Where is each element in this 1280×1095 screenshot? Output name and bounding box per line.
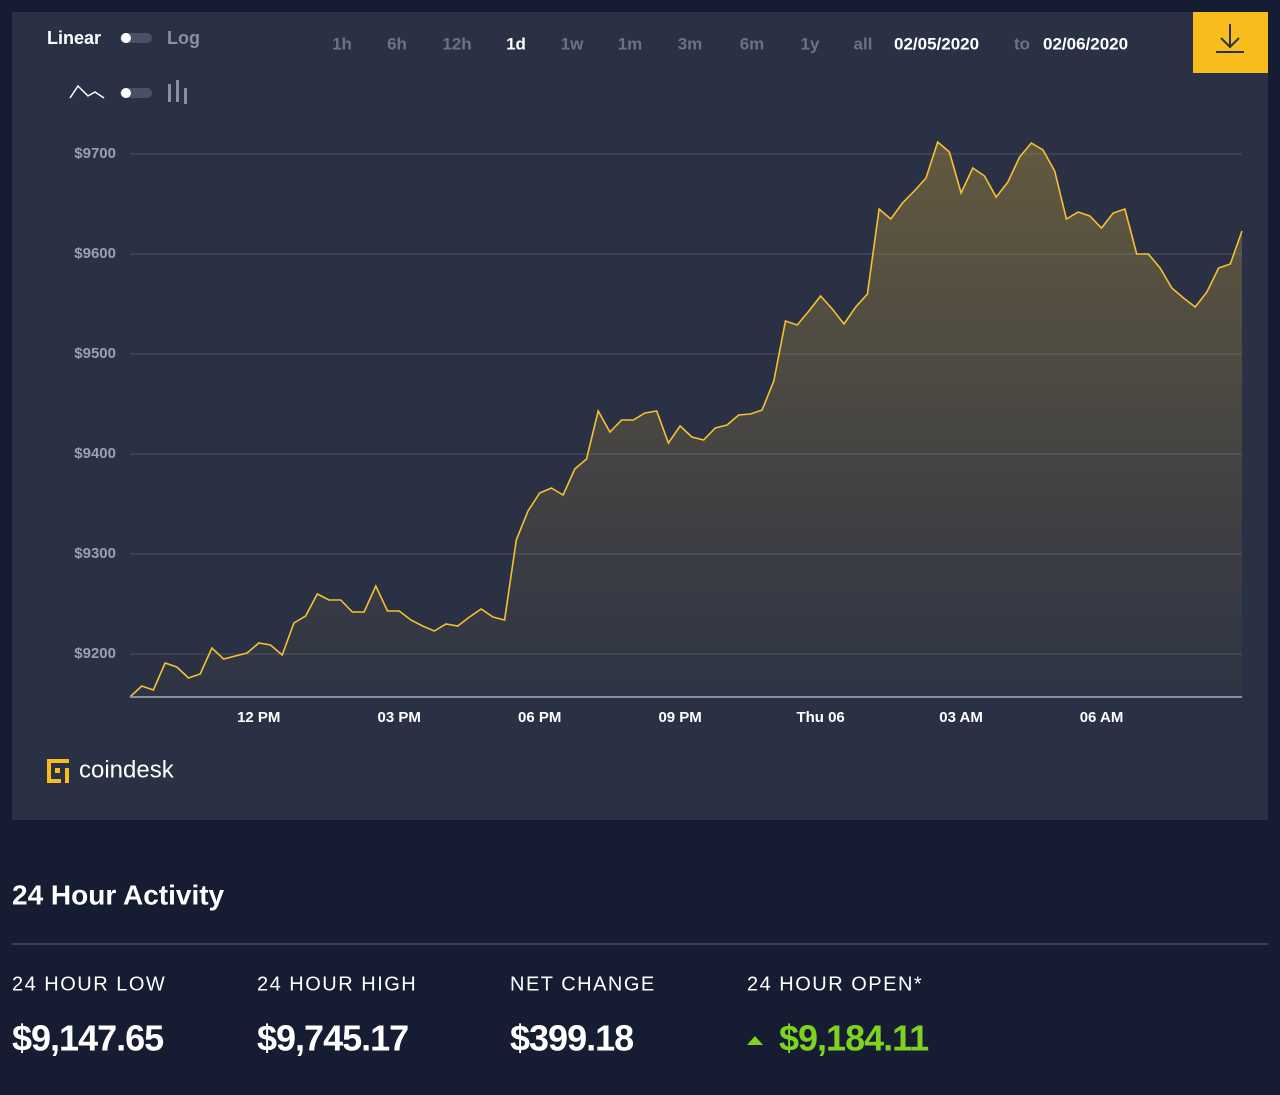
range-button[interactable]: 6m	[740, 34, 765, 53]
brand-logo	[47, 759, 69, 783]
line-icon[interactable]	[69, 84, 105, 99]
download-icon	[1216, 24, 1244, 53]
section-title: 24 Hour Activity	[12, 879, 225, 910]
price-line	[129, 140, 1243, 698]
stat-label: 24 HOUR LOW	[12, 973, 166, 995]
y-tick-label: $9200	[74, 645, 116, 662]
stat-value: $9,147.65	[12, 1018, 164, 1059]
stat-value: $9,745.17	[257, 1018, 408, 1059]
y-tick-label: $9500	[74, 345, 116, 362]
x-tick-label: 06 PM	[518, 709, 561, 726]
range-button[interactable]: 1y	[801, 34, 820, 53]
y-tick-label: $9400	[74, 445, 116, 462]
area	[130, 142, 1242, 697]
stat-value: $9,184.11	[779, 1018, 929, 1059]
range-button[interactable]: 1h	[332, 34, 352, 53]
x-tick-label: 12 PM	[237, 709, 280, 726]
x-tick-label: Thu 06	[796, 709, 844, 726]
range-button[interactable]: 12h	[442, 34, 471, 53]
date-separator: to	[1014, 34, 1030, 53]
x-tick-label: 03 AM	[939, 709, 983, 726]
stat-label: NET CHANGE	[510, 973, 656, 995]
y-tick-label: $9600	[74, 245, 116, 262]
range-button[interactable]: all	[854, 34, 873, 53]
y-tick-label: $9700	[74, 145, 116, 162]
bar-icon[interactable]	[168, 80, 187, 104]
brand: coindesk	[79, 756, 175, 783]
date-to[interactable]: 02/06/2020	[1043, 34, 1128, 53]
range-button[interactable]: 1d	[506, 34, 526, 53]
x-tick-label: 06 AM	[1080, 709, 1124, 726]
toggle-knob	[121, 33, 131, 43]
range-button[interactable]: 1w	[561, 34, 584, 53]
scale-option[interactable]: Log	[167, 28, 200, 48]
date-from[interactable]: 02/05/2020	[894, 34, 979, 53]
range-button[interactable]: 6h	[387, 34, 407, 53]
range-button[interactable]: 3m	[678, 34, 703, 53]
y-tick-label: $9300	[74, 545, 116, 562]
up-arrow	[747, 1036, 763, 1045]
range-button[interactable]: 1m	[618, 34, 643, 53]
stat-label: 24 HOUR HIGH	[257, 973, 417, 995]
stat-value: $399.18	[510, 1018, 633, 1059]
x-tick-label: 09 PM	[658, 709, 701, 726]
stat-label: 24 HOUR OPEN*	[747, 973, 923, 995]
toggle-knob	[121, 88, 131, 98]
x-tick-label: 03 PM	[378, 709, 421, 726]
scale-option[interactable]: Linear	[47, 28, 101, 48]
